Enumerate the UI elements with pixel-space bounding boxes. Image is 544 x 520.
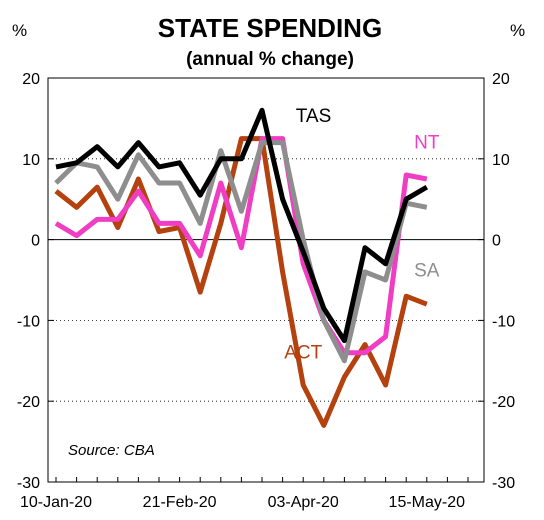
- series-layer: [54, 107, 429, 428]
- series-label-nt: NT: [414, 133, 440, 154]
- y-tick-label-right: 20: [492, 71, 510, 88]
- x-tick-label: 15-May-20: [389, 494, 466, 511]
- x-axis: 10-Jan-20 21-Feb-20 03-Apr-20 15-May-20: [20, 477, 469, 511]
- y-tick-label-right: -20: [492, 394, 515, 411]
- series-label-sa: SA: [414, 260, 440, 281]
- x-tick-label: 10-Jan-20: [20, 494, 92, 511]
- chart-subtitle: (annual % change): [186, 49, 354, 70]
- right-unit-label: %: [510, 21, 525, 40]
- source-note: Source: CBA: [68, 442, 155, 459]
- series-label-act: ACT: [284, 343, 322, 364]
- y-axis-right: 20 10 0 -10 -20 -30: [478, 71, 515, 492]
- y-tick-label-right: -10: [492, 313, 515, 330]
- y-tick-label-left: 10: [22, 152, 40, 169]
- series-line-act: [54, 136, 428, 428]
- y-tick-label-left: -30: [17, 475, 40, 492]
- series-labels: ACT NT SA TAS: [284, 106, 440, 364]
- y-tick-label-right: -30: [492, 475, 515, 492]
- left-unit-label: %: [12, 21, 27, 40]
- y-tick-label-right: 10: [492, 152, 510, 169]
- y-tick-label-left: -20: [17, 394, 40, 411]
- x-tick-label: 21-Feb-20: [143, 494, 217, 511]
- series-label-tas: TAS: [296, 106, 332, 127]
- y-axis-left: 20 10 0 -10 -20 -30: [17, 71, 54, 492]
- chart-title: STATE SPENDING: [158, 13, 382, 43]
- series-line-tas: [55, 107, 429, 344]
- gridlines: [48, 158, 484, 402]
- y-tick-label-right: 0: [492, 233, 501, 250]
- y-tick-label-left: 0: [31, 233, 40, 250]
- y-tick-label-left: -10: [17, 313, 40, 330]
- plot-frame: [47, 77, 485, 483]
- x-tick-label: 03-Apr-20: [268, 494, 339, 511]
- y-tick-label-left: 20: [22, 71, 40, 88]
- series-line-nt: [54, 136, 428, 356]
- series-line-sa: [54, 140, 428, 364]
